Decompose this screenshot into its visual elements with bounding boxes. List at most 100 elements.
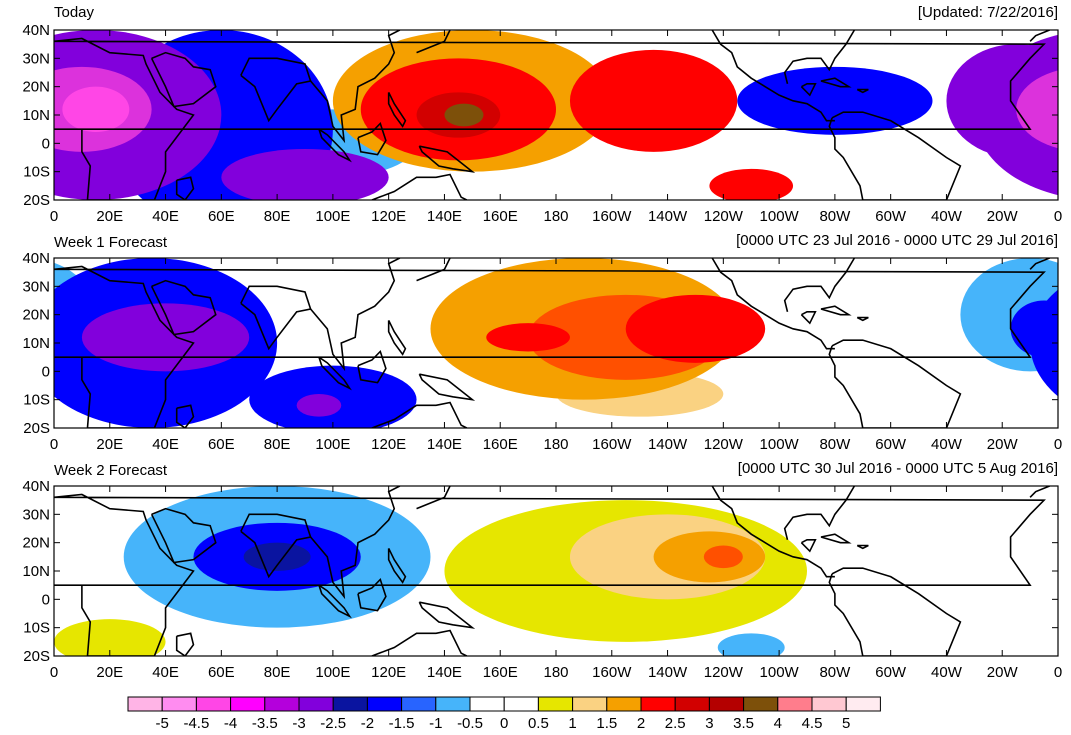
lat-label: 40N	[22, 478, 50, 495]
lon-label: 40W	[931, 436, 963, 453]
colorbar-label: -0.5	[457, 715, 483, 732]
lon-label: 80E	[264, 664, 291, 681]
lon-label: 0	[50, 208, 58, 225]
lon-label: 80E	[264, 208, 291, 225]
colorbar-swatch	[572, 696, 608, 712]
lon-label: 40E	[152, 208, 179, 225]
panel-week1: Week 1 Forecast [0000 UTC 23 Jul 2016 - …	[22, 232, 1062, 453]
colorbar-swatch	[606, 696, 642, 712]
lon-label: 40W	[931, 664, 963, 681]
colorbar-swatch	[332, 696, 368, 712]
panel-date-range: [0000 UTC 30 Jul 2016 - 0000 UTC 5 Aug 2…	[738, 460, 1058, 477]
panel-week2: Week 2 Forecast [0000 UTC 30 Jul 2016 - …	[22, 460, 1062, 681]
colorbar-label: -4	[224, 715, 237, 732]
colorbar-label: 2	[637, 715, 645, 732]
coastline	[371, 401, 468, 428]
lon-label: 100W	[760, 208, 800, 225]
coastline	[387, 319, 407, 356]
colorbar-label: 3	[705, 715, 713, 732]
colorbar-label: -5	[156, 715, 169, 732]
lon-label: 20W	[987, 664, 1019, 681]
colorbar-swatch	[503, 696, 539, 712]
lat-label: 10N	[22, 563, 50, 580]
lon-label: 160E	[483, 208, 518, 225]
lon-label: 80E	[264, 436, 291, 453]
colorbar-label: -1	[429, 715, 442, 732]
lon-label: 20E	[96, 436, 123, 453]
colorbar: -5 -4.5 -4 -3.5 -3 -2.5 -2 -1.5 -1 -0.5 0 0.5 1 1.5 2 2…	[127, 696, 881, 732]
coastline	[711, 486, 835, 578]
coastline	[416, 258, 451, 282]
coastline	[387, 547, 407, 584]
lat-label: 20N	[22, 535, 50, 552]
panel-today: Today [Updated: 7/22/2016] 40N 30N 20N 10N 0…	[22, 4, 1062, 225]
lon-label: 20W	[987, 208, 1019, 225]
lon-label: 60E	[208, 436, 235, 453]
lat-label: 10S	[23, 164, 50, 181]
coastline	[318, 128, 352, 163]
lon-label: 20W	[987, 436, 1019, 453]
colorbar-swatch	[845, 696, 881, 712]
lon-label: 140E	[427, 208, 462, 225]
lon-label: 0	[50, 664, 58, 681]
lon-label: 40E	[152, 436, 179, 453]
lon-label: 180	[543, 436, 568, 453]
anomaly-contour	[703, 545, 743, 569]
lon-label: 0	[1054, 664, 1062, 681]
lon-label: 0	[1054, 208, 1062, 225]
coastline	[1029, 486, 1050, 498]
colorbar-label: -3	[292, 715, 305, 732]
coastline	[150, 279, 217, 336]
coastline	[820, 305, 852, 316]
coastline	[175, 176, 195, 200]
coastline	[783, 486, 856, 541]
lat-label: 40N	[22, 22, 50, 39]
colorbar-swatch	[127, 696, 163, 712]
coastline	[318, 356, 352, 391]
lat-label: 10N	[22, 335, 50, 352]
coastline	[1029, 258, 1050, 270]
lon-label: 100E	[315, 436, 350, 453]
anomaly-contour	[54, 619, 166, 656]
lon-label: 160W	[592, 664, 632, 681]
coastline	[828, 567, 962, 656]
coastline	[150, 507, 217, 564]
colorbar-label: -2	[361, 715, 374, 732]
lon-label: 100W	[760, 664, 800, 681]
lon-label: 140W	[648, 664, 688, 681]
lat-label: 20N	[22, 307, 50, 324]
colorbar-swatch	[366, 696, 403, 712]
lon-label: 60W	[875, 664, 907, 681]
coastline	[820, 533, 852, 544]
lon-label: 80W	[819, 208, 851, 225]
colorbar-label: 0.5	[528, 715, 549, 732]
coastline	[828, 111, 962, 200]
colorbar-swatch	[401, 696, 437, 712]
anomaly-contour	[221, 149, 389, 200]
colorbar-label: 3.5	[733, 715, 754, 732]
coastline	[828, 339, 962, 428]
coastlines	[54, 258, 1050, 428]
coastline	[800, 311, 817, 325]
coastline	[820, 77, 852, 88]
coastline	[800, 83, 817, 97]
colorbar-swatch	[264, 696, 300, 712]
lon-label: 0	[1054, 436, 1062, 453]
map-field	[54, 258, 1058, 428]
lat-label: 20S	[23, 192, 50, 209]
coastline	[371, 173, 468, 200]
coastline	[856, 88, 869, 94]
colorbar-label: -3.5	[252, 715, 278, 732]
coastline	[856, 316, 869, 322]
coastline	[711, 258, 835, 350]
lon-label: 60E	[208, 664, 235, 681]
lon-label: 140E	[427, 436, 462, 453]
coastline	[309, 258, 401, 372]
colorbar-label: 4.5	[802, 715, 823, 732]
coastline	[783, 258, 856, 313]
lon-label: 140W	[648, 436, 688, 453]
lon-label: 100E	[315, 664, 350, 681]
coastline	[309, 486, 401, 600]
coastline	[54, 493, 1046, 656]
